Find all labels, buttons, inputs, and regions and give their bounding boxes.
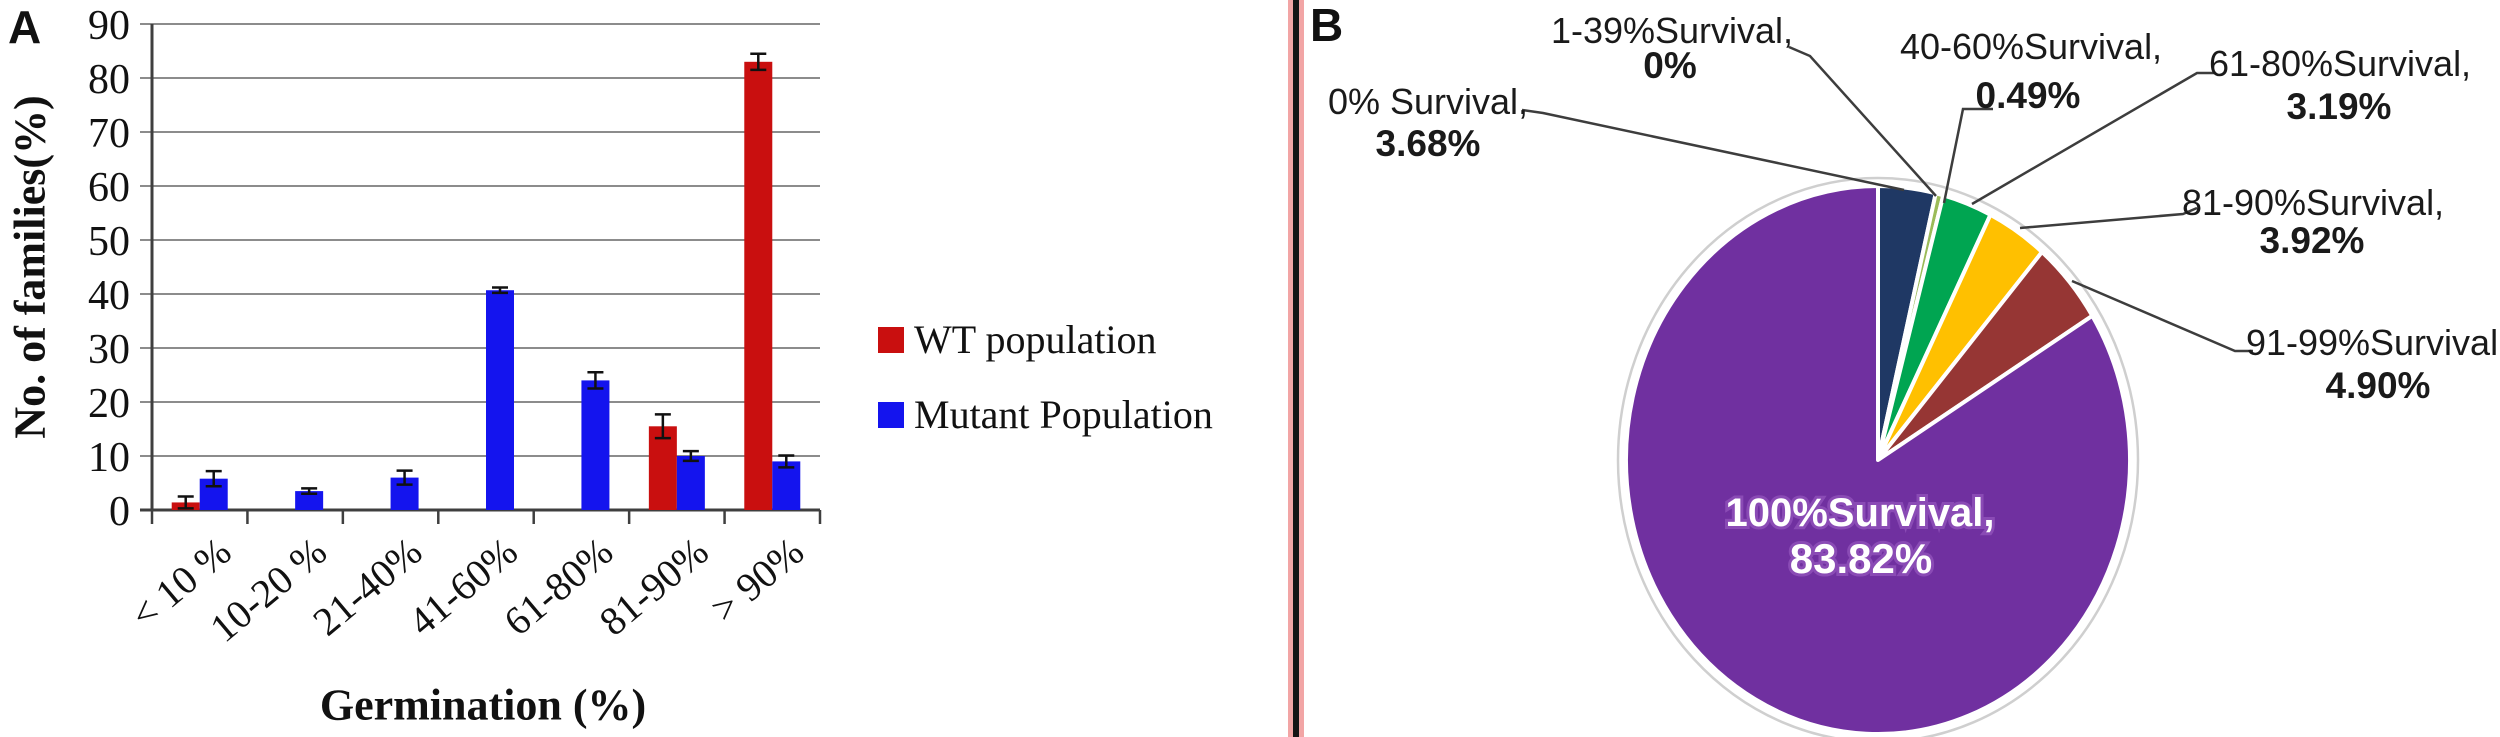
panel-a-label: A	[8, 1, 42, 53]
y-tick-label-90: 90	[88, 3, 130, 49]
error-bar-mutant-0	[205, 469, 222, 488]
bar-mutant-3	[486, 290, 514, 510]
pie-callout-value-3: 3.19%	[2287, 86, 2392, 127]
y-tick-label-50: 50	[88, 219, 130, 265]
y-tick-label-30: 30	[88, 327, 130, 373]
pie-callout-name-3: 61-80%Survival,	[2209, 43, 2471, 84]
x-axis-title: Germination (%)	[319, 680, 647, 730]
bar-wt-6	[744, 61, 773, 511]
pie-leader-line-5	[2071, 279, 2253, 353]
pie-leader-line-2	[1942, 107, 1993, 204]
pie-callout-name-2: 40-60%Survival,	[1900, 26, 2162, 67]
pie-callout-value-2: 0.49%	[1976, 75, 2081, 116]
error-bar-mutant-3	[492, 286, 508, 295]
pie-inner-label-value: 83.82%	[1790, 535, 1932, 582]
pie-leader-line-3	[1971, 71, 2215, 206]
pie-callout-value-4: 3.92%	[2260, 220, 2365, 261]
pie-inner-label-name: 100%Survival,	[1725, 491, 1994, 535]
pie-callout-value-5: 4.90%	[2326, 365, 2431, 406]
x-category-label-2: 21-40%	[304, 528, 430, 644]
pie-leader-line-4	[2019, 206, 2198, 230]
panel-divider-line	[1293, 0, 1299, 737]
y-axis-title: No. of families(%)	[5, 95, 55, 439]
x-category-label-3: 41-60%	[400, 528, 526, 644]
pie-leader-line-1	[1788, 45, 1937, 197]
error-bar-wt-5	[654, 413, 671, 440]
pie-callout-name-4: 81-90%Survival,	[2182, 182, 2444, 223]
error-bar-wt-0	[177, 495, 194, 510]
panel-b-label: B	[1310, 0, 1344, 51]
legend-label-wt: WT population	[914, 317, 1157, 362]
bar-mutant-4	[581, 380, 610, 510]
y-tick-label-60: 60	[88, 165, 130, 211]
error-bar-mutant-6	[778, 454, 795, 469]
error-bar-mutant-5	[682, 449, 699, 463]
legend-label-mutant: Mutant Population	[914, 392, 1213, 437]
bar-mutant-5	[676, 456, 705, 510]
pie-callout-name-0: 0% Survival,	[1328, 81, 1528, 122]
bar-wt-5	[648, 426, 677, 510]
panel-divider	[1288, 0, 1304, 737]
y-tick-label-80: 80	[88, 57, 130, 103]
error-bar-mutant-1	[301, 487, 318, 496]
y-tick-label-70: 70	[88, 111, 130, 157]
pie-callout-name-1: 1-39%Survival,	[1551, 10, 1793, 51]
y-tick-label-20: 20	[88, 381, 130, 427]
pie-callout-value-0: 3.68%	[1376, 123, 1481, 164]
x-category-label-6: > 90%	[702, 528, 812, 631]
pie-chart: 100%Survival,83.82% 0% Survival,3.68% 1-39…	[1328, 10, 2500, 737]
legend-swatch-mutant	[878, 402, 904, 428]
pie-callout-value-1: 0%	[1643, 45, 1696, 86]
error-bar-wt-6	[750, 52, 767, 72]
pie-callout-name-5: 91-99%Survival,	[2246, 322, 2500, 363]
error-bar-mutant-4	[587, 371, 604, 390]
error-bar-mutant-2	[396, 469, 413, 486]
y-tick-label-0: 0	[109, 489, 130, 535]
y-tick-label-40: 40	[88, 273, 130, 319]
y-tick-label-10: 10	[88, 435, 130, 481]
bar-mutant-1	[295, 491, 324, 510]
bar-mutant-6	[772, 461, 801, 510]
pie-slice-6	[1624, 184, 2132, 736]
x-category-label-4: 61-80%	[495, 528, 621, 644]
legend-swatch-wt	[878, 327, 904, 353]
pie-leader-line-0	[1521, 108, 1905, 192]
x-category-label-5: 81-90%	[591, 528, 717, 644]
